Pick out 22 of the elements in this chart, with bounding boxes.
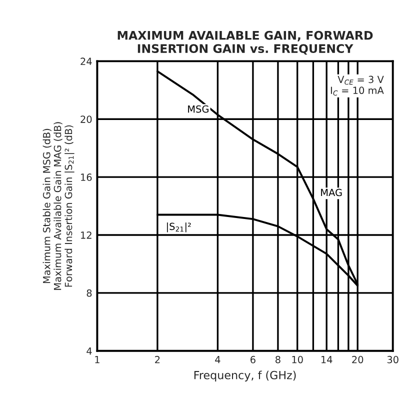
- x-tick-label: 2: [155, 356, 160, 364]
- text: V$_{CE}$ = 3 V I$_{C}$ = 10 mA: [330, 76, 384, 96]
- chart-title: MAXIMUM AVAILABLE GAIN, FORWARD INSERTION GAIN vs. FREQUENCY: [118, 30, 373, 55]
- x-tick-label: 4: [215, 356, 220, 364]
- series-label: MAG: [321, 188, 342, 196]
- y-tick-label: 20: [80, 116, 92, 123]
- y-tick-label: 24: [80, 58, 92, 65]
- x-tick-label: 30: [387, 356, 398, 364]
- y-tick-label: 12: [81, 231, 92, 239]
- series-label: MSG: [188, 105, 208, 113]
- x-tick-label: 10: [292, 356, 303, 364]
- y-tick-label: 16: [81, 174, 92, 181]
- y-tick-label: 4: [86, 347, 92, 355]
- x-tick-label: 20: [352, 356, 364, 364]
- y-axis-title: Maximum Stable Gain MSG (dB) Maximum Available Gain MAG (dB) Forward Insertion Gain |S$_{21}$|² (dB): [42, 122, 74, 290]
- x-axis-title: Frequency, f (GHz): [194, 370, 296, 382]
- x-tick-label: 1: [95, 356, 100, 364]
- y-tick-label: 8: [86, 289, 92, 297]
- x-tick-label: 14: [321, 356, 332, 364]
- series-label: |S$_{21}$|²: [167, 222, 191, 232]
- x-tick-label: 8: [276, 356, 280, 364]
- x-tick-label: 6: [250, 356, 256, 364]
